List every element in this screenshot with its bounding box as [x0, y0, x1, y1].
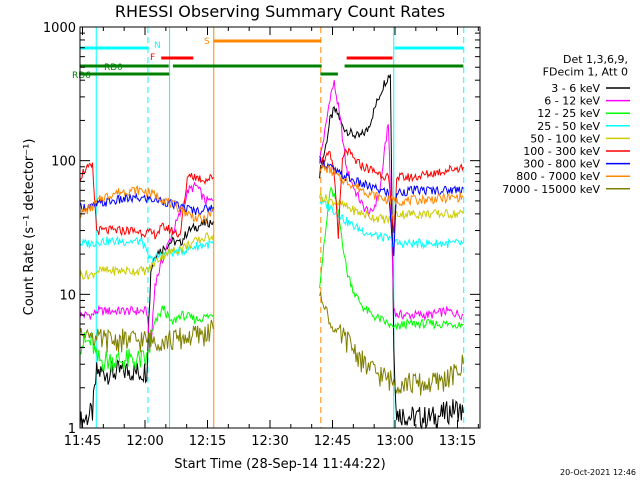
plot-frame	[79, 26, 481, 429]
legend-entry-label: 7000 - 15000 keV	[502, 183, 600, 196]
timestamp: 20-Oct-2021 12:46	[560, 468, 636, 477]
legend-entry-label: 300 - 800 keV	[523, 158, 600, 171]
series-5	[79, 190, 464, 281]
series-line	[79, 184, 214, 226]
plot-area: NF S RD0 RD6 11:45 12:00 12:15 12:30 12:45 13:00 1…	[43, 21, 481, 449]
series-line	[319, 186, 464, 331]
legend-header: FDecim 1, Att 0	[543, 66, 628, 79]
series-3	[79, 186, 464, 373]
series-line	[79, 235, 214, 264]
x-tick-label: 12:45	[314, 434, 351, 449]
series-line	[319, 147, 464, 239]
y-axis-label: Count Rate (s⁻¹ detector⁻¹)	[22, 139, 37, 316]
series-8	[79, 163, 464, 226]
series-line	[319, 291, 464, 396]
series-4	[79, 197, 464, 264]
x-tick-label: 12:30	[251, 434, 288, 449]
legend-entry-label: 3 - 6 keV	[551, 82, 600, 95]
y-tick-label: 1000	[43, 21, 76, 36]
series-line	[79, 319, 214, 353]
x-tick-label: 13:15	[439, 434, 476, 449]
x-tick-label: 13:00	[376, 434, 413, 449]
y-tick-label: 1	[68, 422, 76, 437]
x-tick-label: 12:15	[189, 434, 226, 449]
status-label-f: F	[150, 53, 155, 63]
series-line	[79, 181, 214, 347]
series-line	[79, 162, 214, 240]
series-1	[79, 74, 464, 430]
legend-entry-label: 100 - 300 keV	[523, 145, 600, 158]
x-tick-label: 12:00	[126, 434, 163, 449]
series-line	[319, 163, 464, 207]
series-line	[79, 216, 214, 429]
legend-entry-label: 25 - 50 keV	[537, 120, 600, 133]
y-tick-label: 100	[51, 155, 76, 170]
x-tick-label: 11:45	[64, 434, 101, 449]
series-line	[79, 192, 214, 216]
status-label-s: S	[204, 37, 210, 47]
series-line	[319, 74, 464, 430]
status-label-rd6: RD6	[72, 71, 91, 81]
status-label-rd0: RD0	[104, 63, 123, 73]
series-line	[319, 197, 464, 250]
series-6	[79, 147, 464, 240]
legend-entry-label: 800 - 7000 keV	[516, 170, 600, 183]
x-axis-label: Start Time (28-Sep-14 11:44:22)	[174, 457, 385, 472]
series-9	[79, 291, 464, 396]
legend-entry-label: 50 - 100 keV	[530, 132, 600, 145]
series-line	[79, 232, 214, 281]
status-label-n: N	[154, 41, 161, 51]
chart-title: RHESSI Observing Summary Count Rates	[115, 2, 445, 21]
legend-entry-label: 12 - 25 keV	[537, 107, 600, 120]
legend-header: Det 1,3,6,9,	[563, 53, 628, 66]
series-line	[79, 305, 214, 373]
y-tick-label: 10	[59, 288, 76, 303]
legend-entry-label: 6 - 12 keV	[544, 95, 600, 108]
